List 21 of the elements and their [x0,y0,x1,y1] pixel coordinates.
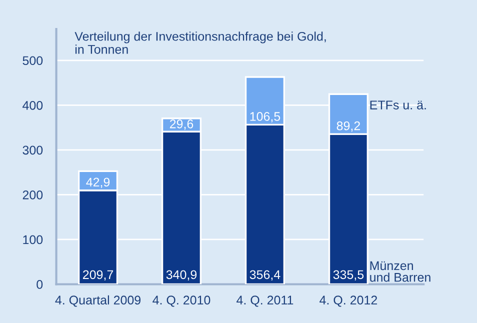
data-label: 42,9 [86,178,110,188]
x-tick-label: 4. Quartal 2009 [55,295,141,307]
series-label: Münzen und Barren [370,261,430,282]
y-tick-label: 300 [22,146,43,155]
data-label: 29,6 [170,120,194,130]
data-label: 335,5 [333,270,364,281]
data-label: 106,5 [250,112,280,122]
data-label: 209,7 [83,270,114,281]
x-tick-label: 4. Q. 2010 [152,296,210,307]
y-tick-label: 500 [22,56,43,66]
x-tick-label: 4. Q. 2011 [236,296,294,307]
series-label: ETFs u. ä. [370,100,426,110]
y-tick-label: 400 [22,100,43,110]
y-tick-label: 100 [23,235,43,244]
x-tick-label: 4. Q. 2012 [320,296,378,307]
y-tick-label: 0 [36,280,43,289]
data-label: 340,9 [166,270,197,281]
data-label: 356,4 [250,270,280,281]
data-label: 89,2 [336,121,360,132]
y-tick-label: 200 [22,190,43,200]
text: Verteilung der Investitionsnachfrage bei Gold, in Tonnen [74,32,326,54]
